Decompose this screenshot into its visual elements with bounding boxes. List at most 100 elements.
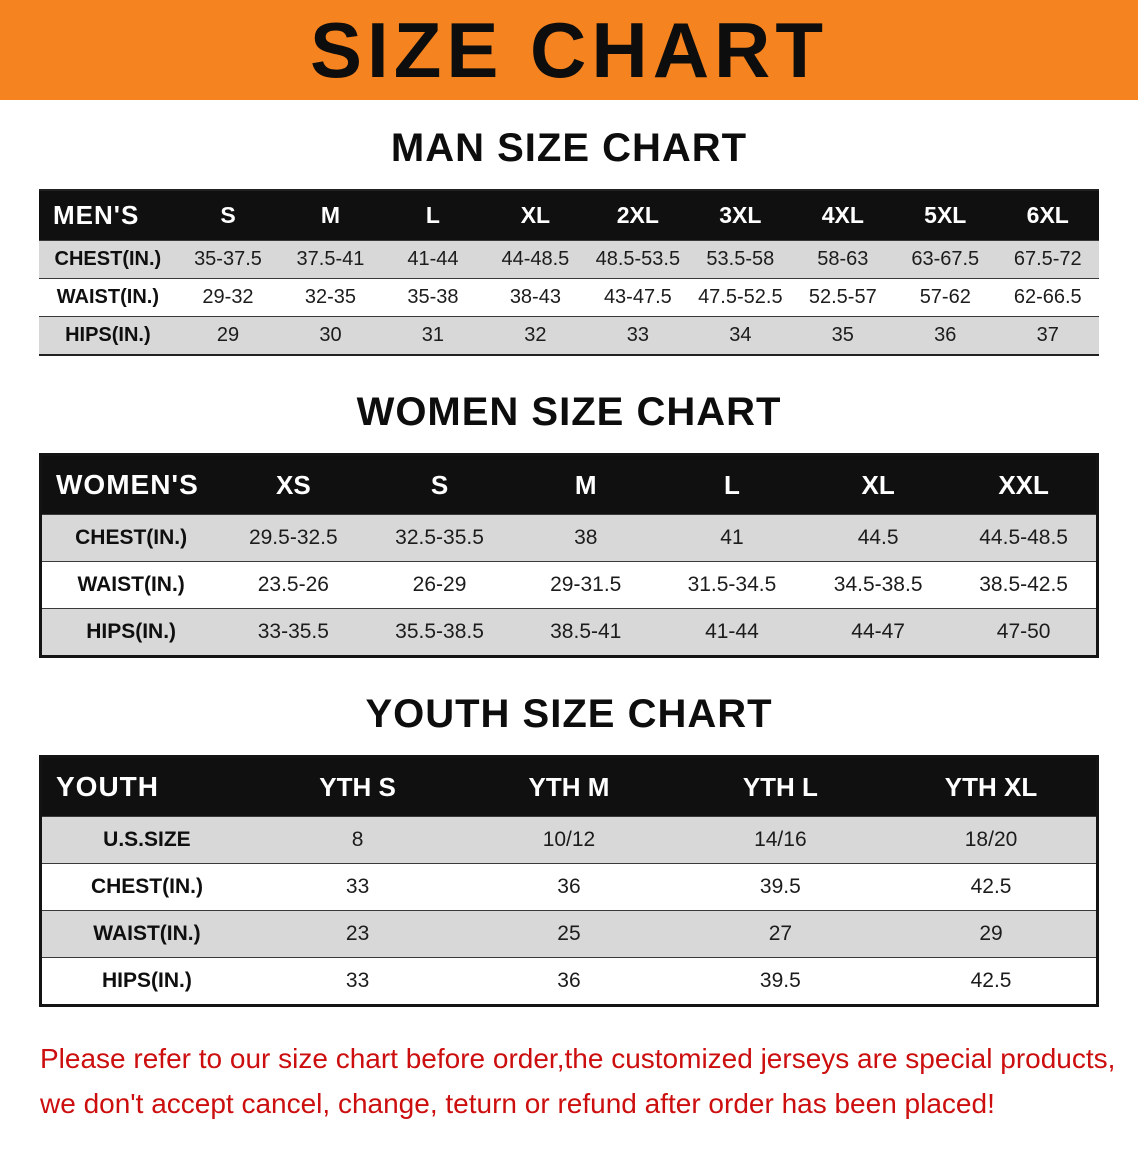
size-value-cell: 58-63 xyxy=(791,240,895,279)
table-header-row: YOUTH YTH S YTH M YTH L YTH XL xyxy=(40,756,1098,817)
table-row: WAIST(IN.) 23.5-26 26-29 29-31.5 31.5-34.5 34… xyxy=(40,561,1098,609)
size-value-cell: 27 xyxy=(674,910,887,958)
size-header-cell: YTH XL xyxy=(886,756,1098,817)
women-section-heading: WOMEN SIZE CHART xyxy=(356,390,782,434)
size-value-cell: 33 xyxy=(586,316,690,355)
table-row: WAIST(IN.) 23 25 27 29 xyxy=(40,910,1098,958)
size-header-cell: M xyxy=(279,190,382,241)
row-label-cell: CHEST(IN.) xyxy=(39,240,177,279)
men-section-heading: MAN SIZE CHART xyxy=(390,126,748,170)
table-title-cell: YOUTH xyxy=(40,756,252,817)
size-value-cell: 14/16 xyxy=(674,816,887,864)
women-table-head: WOMEN'S XS S M L XL XXL xyxy=(40,454,1098,515)
size-value-cell: 41-44 xyxy=(381,240,485,279)
table-row: HIPS(IN.) 29 30 31 32 33 34 35 36 37 xyxy=(39,316,1099,355)
size-value-cell: 32 xyxy=(484,316,587,355)
size-header-cell: YTH S xyxy=(251,756,464,817)
size-value-cell: 44-47 xyxy=(805,608,952,657)
row-label-cell: HIPS(IN.) xyxy=(39,316,177,355)
size-header-cell: 4XL xyxy=(791,190,895,241)
banner: SIZE CHART xyxy=(0,0,1138,100)
size-header-cell: 5XL xyxy=(894,190,997,241)
size-value-cell: 25 xyxy=(463,910,675,958)
size-header-cell: L xyxy=(381,190,485,241)
youth-table-head: YOUTH YTH S YTH M YTH L YTH XL xyxy=(40,756,1098,817)
size-value-cell: 32.5-35.5 xyxy=(366,514,513,562)
size-value-cell: 36 xyxy=(463,957,675,1006)
size-value-cell: 35.5-38.5 xyxy=(366,608,513,657)
size-header-cell: XL xyxy=(805,454,952,515)
table-title-cell: MEN'S xyxy=(39,190,177,241)
size-value-cell: 36 xyxy=(894,316,997,355)
size-value-cell: 33 xyxy=(251,863,464,911)
size-value-cell: 33 xyxy=(251,957,464,1006)
size-header-cell: XXL xyxy=(951,454,1098,515)
size-header-cell: L xyxy=(658,454,806,515)
size-value-cell: 33-35.5 xyxy=(220,608,367,657)
size-value-cell: 48.5-53.5 xyxy=(586,240,690,279)
size-header-cell: YTH M xyxy=(463,756,675,817)
size-value-cell: 10/12 xyxy=(463,816,675,864)
size-value-cell: 29-31.5 xyxy=(512,561,659,609)
size-value-cell: 47.5-52.5 xyxy=(689,278,792,317)
row-label-cell: CHEST(IN.) xyxy=(40,863,252,911)
table-header-row: MEN'S S M L XL 2XL 3XL 4XL 5XL 6XL xyxy=(39,190,1099,241)
size-value-cell: 38.5-42.5 xyxy=(951,561,1098,609)
men-size-table: MEN'S S M L XL 2XL 3XL 4XL 5XL 6XL CHEST(IN.) 35-3… xyxy=(39,189,1099,356)
size-value-cell: 30 xyxy=(279,316,382,355)
women-size-chart-section: WOMEN SIZE CHART WOMEN'S XS S M L XL XXL CHEST… xyxy=(0,390,1138,658)
size-value-cell: 38 xyxy=(512,514,659,562)
size-header-cell: 2XL xyxy=(586,190,690,241)
size-value-cell: 53.5-58 xyxy=(689,240,792,279)
size-header-cell: S xyxy=(176,190,280,241)
size-value-cell: 39.5 xyxy=(674,863,887,911)
table-row: CHEST(IN.) 29.5-32.5 32.5-35.5 38 41 44.5 44.5… xyxy=(40,514,1098,562)
row-label-cell: CHEST(IN.) xyxy=(40,514,221,562)
size-value-cell: 18/20 xyxy=(886,816,1098,864)
size-value-cell: 31.5-34.5 xyxy=(658,561,806,609)
size-header-cell: XL xyxy=(484,190,587,241)
size-value-cell: 23 xyxy=(251,910,464,958)
size-header-cell: XS xyxy=(220,454,367,515)
size-value-cell: 36 xyxy=(463,863,675,911)
women-table-body: CHEST(IN.) 29.5-32.5 32.5-35.5 38 41 44.5 44.5… xyxy=(40,514,1098,657)
footer-note-line2: we don't accept cancel, change, teturn o… xyxy=(40,1087,995,1119)
size-header-cell: 3XL xyxy=(689,190,792,241)
size-value-cell: 8 xyxy=(251,816,464,864)
size-value-cell: 37 xyxy=(996,316,1099,355)
table-row: CHEST(IN.) 33 36 39.5 42.5 xyxy=(40,863,1098,911)
table-row: HIPS(IN.) 33 36 39.5 42.5 xyxy=(40,957,1098,1006)
size-header-cell: S xyxy=(366,454,513,515)
row-label-cell: HIPS(IN.) xyxy=(40,957,252,1006)
size-value-cell: 57-62 xyxy=(894,278,997,317)
table-title-cell: WOMEN'S xyxy=(40,454,221,515)
size-value-cell: 41 xyxy=(658,514,806,562)
size-value-cell: 44.5-48.5 xyxy=(951,514,1098,562)
size-value-cell: 29 xyxy=(176,316,280,355)
youth-size-chart-section: YOUTH SIZE CHART YOUTH YTH S YTH M YTH L YTH… xyxy=(0,692,1138,1007)
size-value-cell: 35-38 xyxy=(381,278,485,317)
size-value-cell: 29.5-32.5 xyxy=(220,514,367,562)
size-value-cell: 47-50 xyxy=(951,608,1098,657)
size-value-cell: 26-29 xyxy=(366,561,513,609)
size-value-cell: 63-67.5 xyxy=(894,240,997,279)
table-row: U.S.SIZE 8 10/12 14/16 18/20 xyxy=(40,816,1098,864)
women-size-table: WOMEN'S XS S M L XL XXL CHEST(IN.) 29.5-32.5 32.… xyxy=(39,453,1099,658)
table-row: WAIST(IN.) 29-32 32-35 35-38 38-43 43-47.5 47.… xyxy=(39,278,1099,317)
size-value-cell: 43-47.5 xyxy=(586,278,690,317)
table-row: HIPS(IN.) 33-35.5 35.5-38.5 38.5-41 41-44 44-… xyxy=(40,608,1098,657)
youth-size-table: YOUTH YTH S YTH M YTH L YTH XL U.S.SIZE 8 10/1… xyxy=(39,755,1099,1007)
men-table-body: CHEST(IN.) 35-37.5 37.5-41 41-44 44-48.5 48.5… xyxy=(39,240,1099,355)
size-value-cell: 41-44 xyxy=(658,608,806,657)
size-value-cell: 32-35 xyxy=(279,278,382,317)
size-value-cell: 37.5-41 xyxy=(279,240,382,279)
size-value-cell: 62-66.5 xyxy=(996,278,1099,317)
row-label-cell: WAIST(IN.) xyxy=(40,561,221,609)
size-value-cell: 38-43 xyxy=(484,278,587,317)
size-value-cell: 34.5-38.5 xyxy=(805,561,952,609)
row-label-cell: WAIST(IN.) xyxy=(40,910,252,958)
size-value-cell: 52.5-57 xyxy=(791,278,895,317)
size-value-cell: 29-32 xyxy=(176,278,280,317)
size-value-cell: 39.5 xyxy=(674,957,887,1006)
size-value-cell: 42.5 xyxy=(886,957,1098,1006)
